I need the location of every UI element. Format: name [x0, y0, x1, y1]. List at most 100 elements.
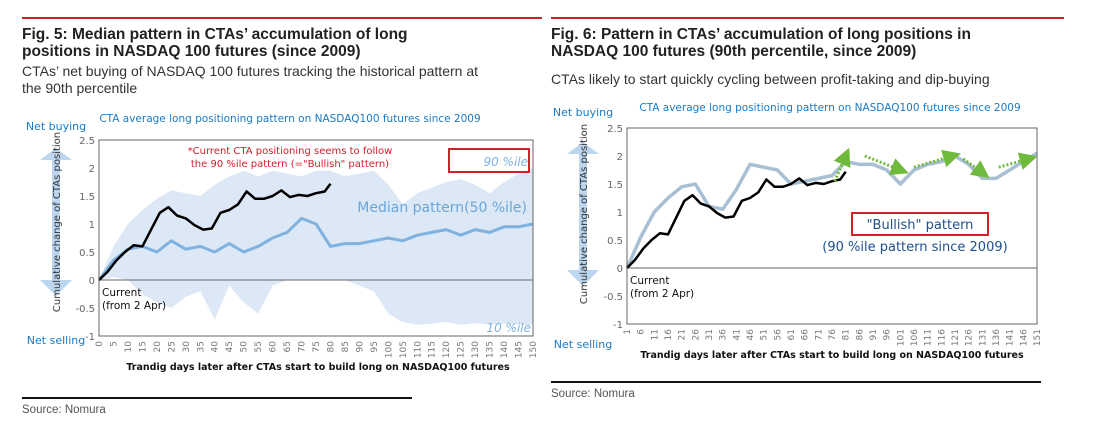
- x-tick-label: 111: [924, 329, 934, 346]
- figure-title: Fig. 6: Pattern in CTAs’ accumulation of…: [551, 26, 971, 60]
- y-axis-direction-arrow: [567, 142, 599, 286]
- percentile-band: [99, 168, 533, 325]
- x-tick-label: 100: [384, 341, 394, 358]
- x-tick-label: 15: [138, 341, 148, 352]
- x-tick-label: 110: [413, 341, 423, 358]
- x-tick-label: 66: [801, 329, 811, 341]
- net-selling-label: Net selling: [27, 334, 85, 347]
- x-tick-label: 55: [254, 341, 264, 352]
- x-tick-label: 26: [691, 329, 701, 341]
- net-buying-label: Net buying: [553, 106, 613, 119]
- y-tick-label: 2: [617, 152, 623, 163]
- median-series-line: [97, 216, 534, 281]
- x-tick-label: 95: [370, 341, 380, 352]
- y-tick-label: -1: [613, 320, 623, 331]
- x-tick-label: 6: [637, 329, 647, 335]
- x-tick-label: 5: [109, 341, 119, 347]
- bullish-sublabel: (90 %ile pattern since 2009): [822, 240, 1007, 255]
- x-tick-label: 136: [992, 329, 1002, 346]
- figure-title-line2: positions in NASDAQ 100 futures (since 2…: [22, 43, 361, 60]
- net-selling-label: Net selling: [554, 338, 612, 351]
- current-series-line: [626, 170, 847, 269]
- cycle-arrows: [833, 147, 1038, 182]
- y-axis-label: Cumulative change of CTAs position: [579, 124, 590, 304]
- figure-title-line1: Fig. 5: Median pattern in CTAs’ accumula…: [22, 26, 408, 43]
- median-label: Median pattern(50 %ile): [357, 200, 527, 216]
- band-area-90-10: [99, 168, 533, 325]
- current-label-line2: (from 2 Apr): [102, 300, 166, 312]
- x-tick-label: 56: [773, 329, 783, 341]
- x-tick-label: 10: [124, 341, 134, 353]
- x-tick-label: 51: [760, 329, 770, 340]
- x-tick-label: 31: [705, 329, 715, 340]
- x-tick-label: 60: [269, 341, 279, 353]
- x-tick-label: 35: [196, 341, 206, 352]
- x-tick-label: 150: [529, 341, 539, 358]
- x-tick-label: 36: [719, 329, 729, 341]
- y-tick-label: 0.5: [607, 236, 623, 247]
- x-tick-label: 50: [240, 341, 250, 353]
- x-tick-label: 25: [167, 341, 177, 352]
- y-tick-label: 0.5: [79, 248, 95, 259]
- x-tick-label: 30: [182, 341, 192, 353]
- x-tick-label: 141: [1006, 329, 1016, 346]
- p90-label: 90 %ile: [483, 155, 528, 169]
- y-axis-direction-arrow: [40, 148, 72, 296]
- chart-title: CTA average long positioning pattern on …: [639, 102, 1020, 114]
- x-tick-label: 21: [678, 329, 688, 340]
- x-tick-label: 81: [842, 329, 852, 340]
- bullish-label: "Bullish" pattern: [867, 218, 974, 233]
- y-tick-label: 2.5: [79, 136, 95, 147]
- chart-title: CTA average long positioning pattern on …: [99, 113, 480, 125]
- x-tick-label: 116: [937, 329, 947, 346]
- x-tick-label: 20: [153, 341, 163, 353]
- x-tick-label: 120: [442, 341, 452, 358]
- y-tick-label: 1: [89, 220, 95, 231]
- figure-title-line1: Fig. 6: Pattern in CTAs’ accumulation of…: [551, 26, 971, 43]
- x-tick-label: 91: [869, 329, 879, 340]
- x-tick-label: 0: [95, 341, 105, 347]
- figure-subtitle: CTAs’ net buying of NASDAQ 100 futures t…: [22, 63, 542, 97]
- x-tick-label: 96: [883, 329, 893, 341]
- x-tick-label: 86: [855, 329, 865, 341]
- figure-subtitle-line1: CTAs likely to start quickly cycling bet…: [551, 71, 990, 87]
- x-tick-label: 11: [650, 329, 660, 340]
- cycle-arrow-up: [833, 147, 851, 182]
- x-tick-label: 80: [326, 341, 336, 353]
- source-rule: [22, 397, 412, 399]
- x-tick-label: 65: [283, 341, 293, 352]
- x-tick-label: 41: [732, 329, 742, 340]
- y-tick-label: 2.5: [607, 124, 623, 135]
- y-tick-label: 2: [89, 164, 95, 175]
- plot-frame: [98, 139, 534, 337]
- note-line2: the 90 %ile pattern (="Bullish" pattern): [191, 159, 389, 170]
- y-tick-label: 1: [617, 208, 623, 219]
- y-tick-label: -0.5: [603, 292, 623, 303]
- x-tick-label: 115: [428, 341, 438, 358]
- title-rule: [22, 17, 542, 19]
- x-axis-label: Trandig days later after CTAs start to b…: [126, 362, 510, 373]
- x-tick-label: 140: [500, 341, 510, 358]
- current-label-line2: (from 2 Apr): [630, 288, 694, 300]
- x-tick-label: 121: [951, 329, 961, 346]
- current-series-line: [98, 182, 332, 281]
- x-tick-label: 16: [664, 329, 674, 341]
- x-tick-label: 71: [814, 329, 824, 340]
- figure-subtitle-line1: CTAs’ net buying of NASDAQ 100 futures t…: [22, 63, 478, 79]
- x-tick-label: 106: [910, 329, 920, 346]
- y-tick-label: -0.5: [75, 304, 95, 315]
- y-axis-label: Cumulative change of CTAs position: [52, 132, 63, 312]
- bullish-highlight-box: [851, 212, 989, 236]
- x-tick-label: 85: [341, 341, 351, 352]
- x-tick-label: 45: [225, 341, 235, 352]
- figure-subtitle: CTAs likely to start quickly cycling bet…: [551, 71, 1088, 88]
- p10-label: 10 %ile: [486, 321, 531, 335]
- title-rule: [551, 17, 1064, 19]
- x-tick-label: 146: [1019, 329, 1029, 346]
- cycle-arrow-up: [913, 149, 961, 169]
- x-tick-label: 135: [486, 341, 496, 358]
- net-buying-label: Net buying: [26, 120, 86, 133]
- plot-frame: [626, 127, 1038, 325]
